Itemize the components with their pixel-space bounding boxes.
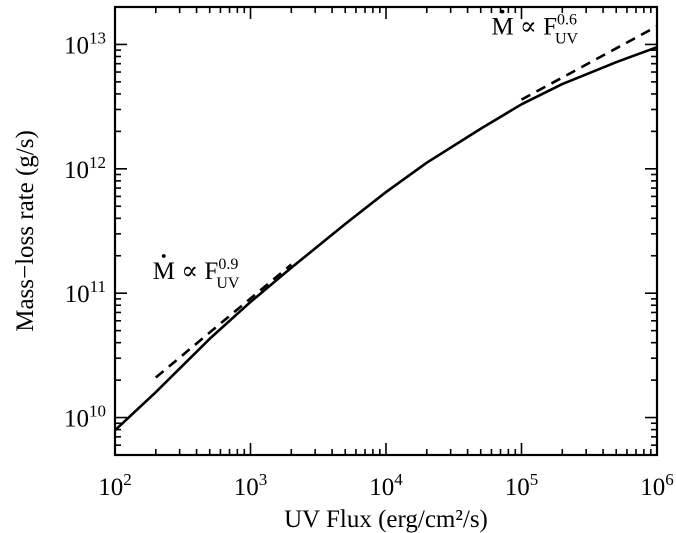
axis-ticks	[114, 6, 658, 456]
annotation-proportional: ∝	[175, 258, 204, 285]
annotation-text: M ∝ F0.6 UV	[491, 12, 578, 48]
annotation-exponent: 0.9	[218, 256, 238, 273]
tick-exponent: 10	[89, 402, 106, 421]
annotation-exponent: 0.6	[557, 12, 577, 29]
y-axis-title: Mass−loss rate (g/s)	[12, 130, 39, 332]
annotation-dot	[161, 254, 166, 258]
tick-base: 10	[64, 406, 89, 433]
tick-exponent: 6	[665, 470, 674, 489]
tick-exponent: 5	[530, 470, 539, 489]
slope-annotations: M ∝ F0.9 UVM ∝ F0.6 UV	[153, 9, 579, 292]
annotation-dot	[500, 9, 505, 14]
tick-base: 10	[64, 32, 89, 59]
x-axis-label: UV Flux (erg/cm²/s)	[284, 506, 488, 533]
annotation-mdot: M	[491, 14, 513, 41]
tick-exponent: 11	[90, 277, 106, 296]
tick-exponent: 12	[89, 153, 106, 172]
x-tick-label: 106	[640, 470, 674, 501]
y-tick-label: 1012	[64, 153, 106, 184]
tick-exponent: 13	[89, 28, 106, 47]
x-tick-label: 105	[505, 470, 539, 501]
x-tick-label: 104	[369, 470, 403, 501]
annotation-text: M ∝ F0.9 UV	[153, 256, 240, 292]
annotation-slope09: M ∝ F0.9 UV	[153, 254, 240, 292]
annotation-slope06: M ∝ F0.6 UV	[491, 9, 579, 48]
mass-loss-curve	[114, 45, 658, 432]
tick-exponent: 3	[259, 470, 268, 489]
y-axis-label: Mass−loss rate (g/s)	[12, 130, 39, 332]
tick-base: 10	[64, 157, 89, 184]
y-tick-label: 1013	[64, 28, 106, 59]
tick-base: 10	[65, 281, 90, 308]
power-law-dashed-line	[154, 263, 293, 379]
data-series	[114, 25, 658, 432]
tick-base: 10	[369, 474, 394, 501]
x-tick-label: 103	[234, 470, 268, 501]
y-tick-label: 1010	[64, 402, 106, 433]
tick-exponent: 4	[394, 470, 403, 489]
annotation-mdot: M	[153, 258, 175, 285]
plot-frame	[113, 5, 659, 457]
annotation-flux: F	[204, 258, 218, 285]
x-tick-label: 102	[98, 470, 132, 501]
tick-base: 10	[640, 474, 665, 501]
tick-base: 10	[505, 474, 530, 501]
tick-base: 10	[234, 474, 259, 501]
power-law-dashed-line	[520, 25, 658, 101]
annotation-flux: F	[543, 14, 557, 41]
x-axis-title: UV Flux (erg/cm²/s)	[284, 506, 488, 533]
tick-exponent: 2	[123, 470, 132, 489]
annotation-subscript: UV	[555, 31, 579, 48]
tick-base: 10	[98, 474, 123, 501]
annotation-subscript: UV	[216, 275, 240, 292]
y-tick-label: 1011	[65, 277, 106, 308]
annotation-proportional: ∝	[514, 14, 543, 41]
